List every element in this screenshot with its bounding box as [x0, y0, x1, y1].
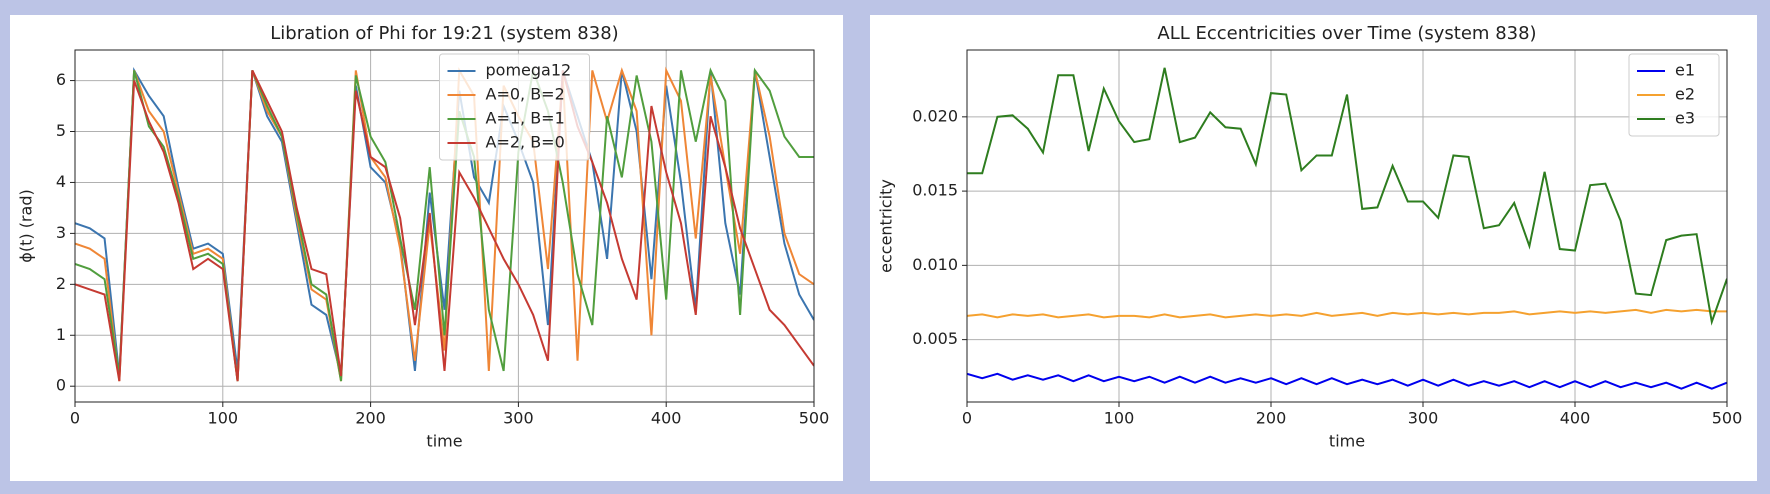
- legend-label: e2: [1675, 85, 1695, 104]
- x-axis-label: time: [426, 432, 462, 451]
- legend-label: e1: [1675, 61, 1695, 80]
- plot-frame: [966, 49, 1728, 403]
- x-tick-label: 400: [1560, 409, 1591, 428]
- y-tick-label: 3: [56, 223, 66, 242]
- x-tick-label: 500: [1712, 409, 1743, 428]
- chart-title: Libration of Phi for 19:21 (system 838): [270, 23, 618, 44]
- x-tick-label: 300: [1408, 409, 1439, 428]
- x-tick-label: 500: [799, 409, 830, 428]
- y-tick-label: 4: [56, 172, 66, 191]
- legend-label: A=2, B=0: [486, 133, 565, 152]
- y-tick-label: 0: [56, 376, 66, 395]
- y-tick-label: 0.010: [912, 255, 958, 274]
- chart-title: ALL Eccentricities over Time (system 838…: [1157, 23, 1536, 44]
- panel: [870, 15, 1757, 481]
- legend-label: pomega12: [486, 61, 572, 80]
- x-tick-label: 400: [651, 409, 682, 428]
- legend-box: [439, 53, 590, 161]
- y-axis-label: ϕ(t) (rad): [17, 189, 36, 262]
- series-line: [967, 67, 1727, 326]
- series-line: [75, 69, 814, 382]
- series-line: [75, 66, 814, 377]
- y-tick-label: 0.015: [912, 181, 958, 200]
- y-axis-label: eccentricity: [877, 179, 896, 273]
- plot-frame: [74, 49, 815, 403]
- x-tick-label: 0: [962, 409, 972, 428]
- y-tick-label: 6: [56, 70, 66, 89]
- legend-label: e3: [1675, 109, 1695, 128]
- y-tick-label: 5: [56, 121, 66, 140]
- x-axis-label: time: [1329, 432, 1365, 451]
- x-tick-label: 300: [503, 409, 534, 428]
- legend-label: A=1, B=1: [486, 109, 565, 128]
- y-tick-label: 0.005: [912, 329, 958, 348]
- series-line: [967, 372, 1727, 390]
- y-tick-label: 2: [56, 274, 66, 293]
- x-tick-label: 0: [70, 409, 80, 428]
- series-line: [75, 66, 814, 382]
- legend-box: [1628, 53, 1720, 137]
- series-line: [967, 308, 1727, 319]
- legend-label: A=0, B=2: [486, 85, 565, 104]
- x-tick-label: 100: [1104, 409, 1135, 428]
- y-tick-label: 0.020: [912, 106, 958, 125]
- x-tick-label: 200: [355, 409, 386, 428]
- x-tick-label: 100: [208, 409, 239, 428]
- series-line: [75, 66, 814, 382]
- y-tick-label: 1: [56, 325, 66, 344]
- x-tick-label: 200: [1256, 409, 1287, 428]
